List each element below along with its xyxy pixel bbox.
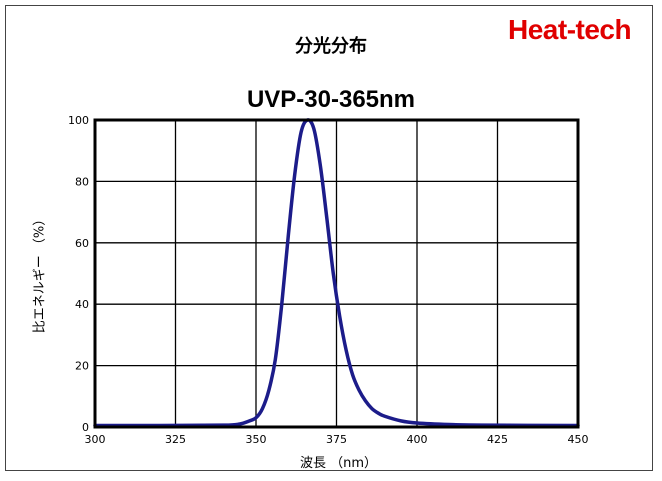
y-tick-label: 100 [68,114,89,127]
spectrum-curve [93,118,580,428]
x-tick-label: 350 [246,433,267,446]
chart-title: UVP-30-365nm [246,86,416,113]
x-tick-label: 400 [407,433,428,446]
x-axis-label: 波長 （nm） [300,456,378,471]
chart-frame [5,5,653,471]
x-tick-label: 325 [165,433,186,446]
plot-border [93,118,580,429]
y-tick-label: 20 [75,360,89,373]
y-tick-label: 80 [75,175,89,188]
brand-logo: Heat-tech [508,14,632,45]
y-tick-label: 60 [75,237,89,250]
page-heading: 分光分布 [295,36,367,57]
tick-labels: 300 325 350 375 400 425 450 0 20 40 60 80 100 [68,114,589,446]
y-tick-label: 0 [82,421,89,434]
x-tick-label: 450 [568,433,589,446]
x-tick-label: 300 [85,433,106,446]
x-tick-label: 425 [487,433,508,446]
grid-lines [94,119,579,428]
x-tick-label: 375 [326,433,347,446]
y-tick-label: 40 [75,298,89,311]
